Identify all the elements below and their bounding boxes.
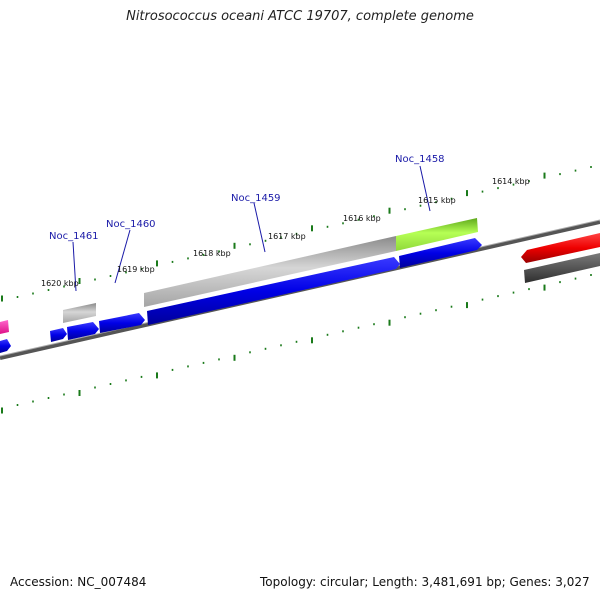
scale-label-1615: 1615 kbp [418, 196, 456, 205]
gene-blue-d[interactable] [147, 257, 400, 325]
scale-ticks-inner [1, 274, 592, 414]
gene-gray-noc1459[interactable] [144, 236, 396, 307]
scale-ticks-outer [1, 166, 592, 302]
scale-label-1617: 1617 kbp [268, 232, 306, 241]
gene-green-noc1458[interactable] [396, 218, 478, 251]
gene-red[interactable] [521, 233, 600, 263]
leader-noc1458 [419, 165, 431, 212]
accession-text: Accession: NC_007484 [10, 575, 147, 589]
leader-noc1461 [72, 241, 77, 292]
gene-dark[interactable] [524, 253, 600, 283]
gene-pink-edge[interactable] [0, 320, 9, 334]
gene-blue-a[interactable] [50, 328, 67, 342]
gene-labels: Noc_1458 Noc_1459 Noc_1460 Noc_1461 [49, 154, 445, 242]
scale-label-1614: 1614 kbp [492, 177, 530, 186]
leader-noc1459 [253, 202, 266, 253]
gene-gray-small[interactable] [63, 303, 96, 323]
scale-label-1616: 1616 kbp [343, 214, 381, 223]
gene-features [0, 218, 600, 353]
gene-label-noc1458[interactable]: Noc_1458 [395, 154, 445, 165]
scale-labels: 1614 kbp 1615 kbp 1616 kbp 1617 kbp 1618… [41, 177, 530, 288]
scale-label-1618: 1618 kbp [193, 249, 231, 258]
scale-label-1620: 1620 kbp [41, 279, 79, 288]
gene-blue-c[interactable] [99, 313, 145, 333]
map-title: Nitrosococcus oceani ATCC 19707, complet… [126, 9, 474, 24]
leader-noc1460 [114, 229, 131, 284]
gene-blue-e[interactable] [399, 238, 482, 268]
gene-label-noc1459[interactable]: Noc_1459 [231, 193, 281, 204]
scale-label-1619: 1619 kbp [117, 265, 155, 274]
gene-label-noc1461[interactable]: Noc_1461 [49, 231, 99, 242]
gene-label-leaders [72, 165, 431, 292]
gene-label-noc1460[interactable]: Noc_1460 [106, 219, 156, 230]
genome-summary-text: Topology: circular; Length: 3,481,691 bp… [260, 575, 590, 589]
gene-blue-b[interactable] [67, 322, 99, 340]
gene-blue-edge[interactable] [0, 339, 11, 353]
